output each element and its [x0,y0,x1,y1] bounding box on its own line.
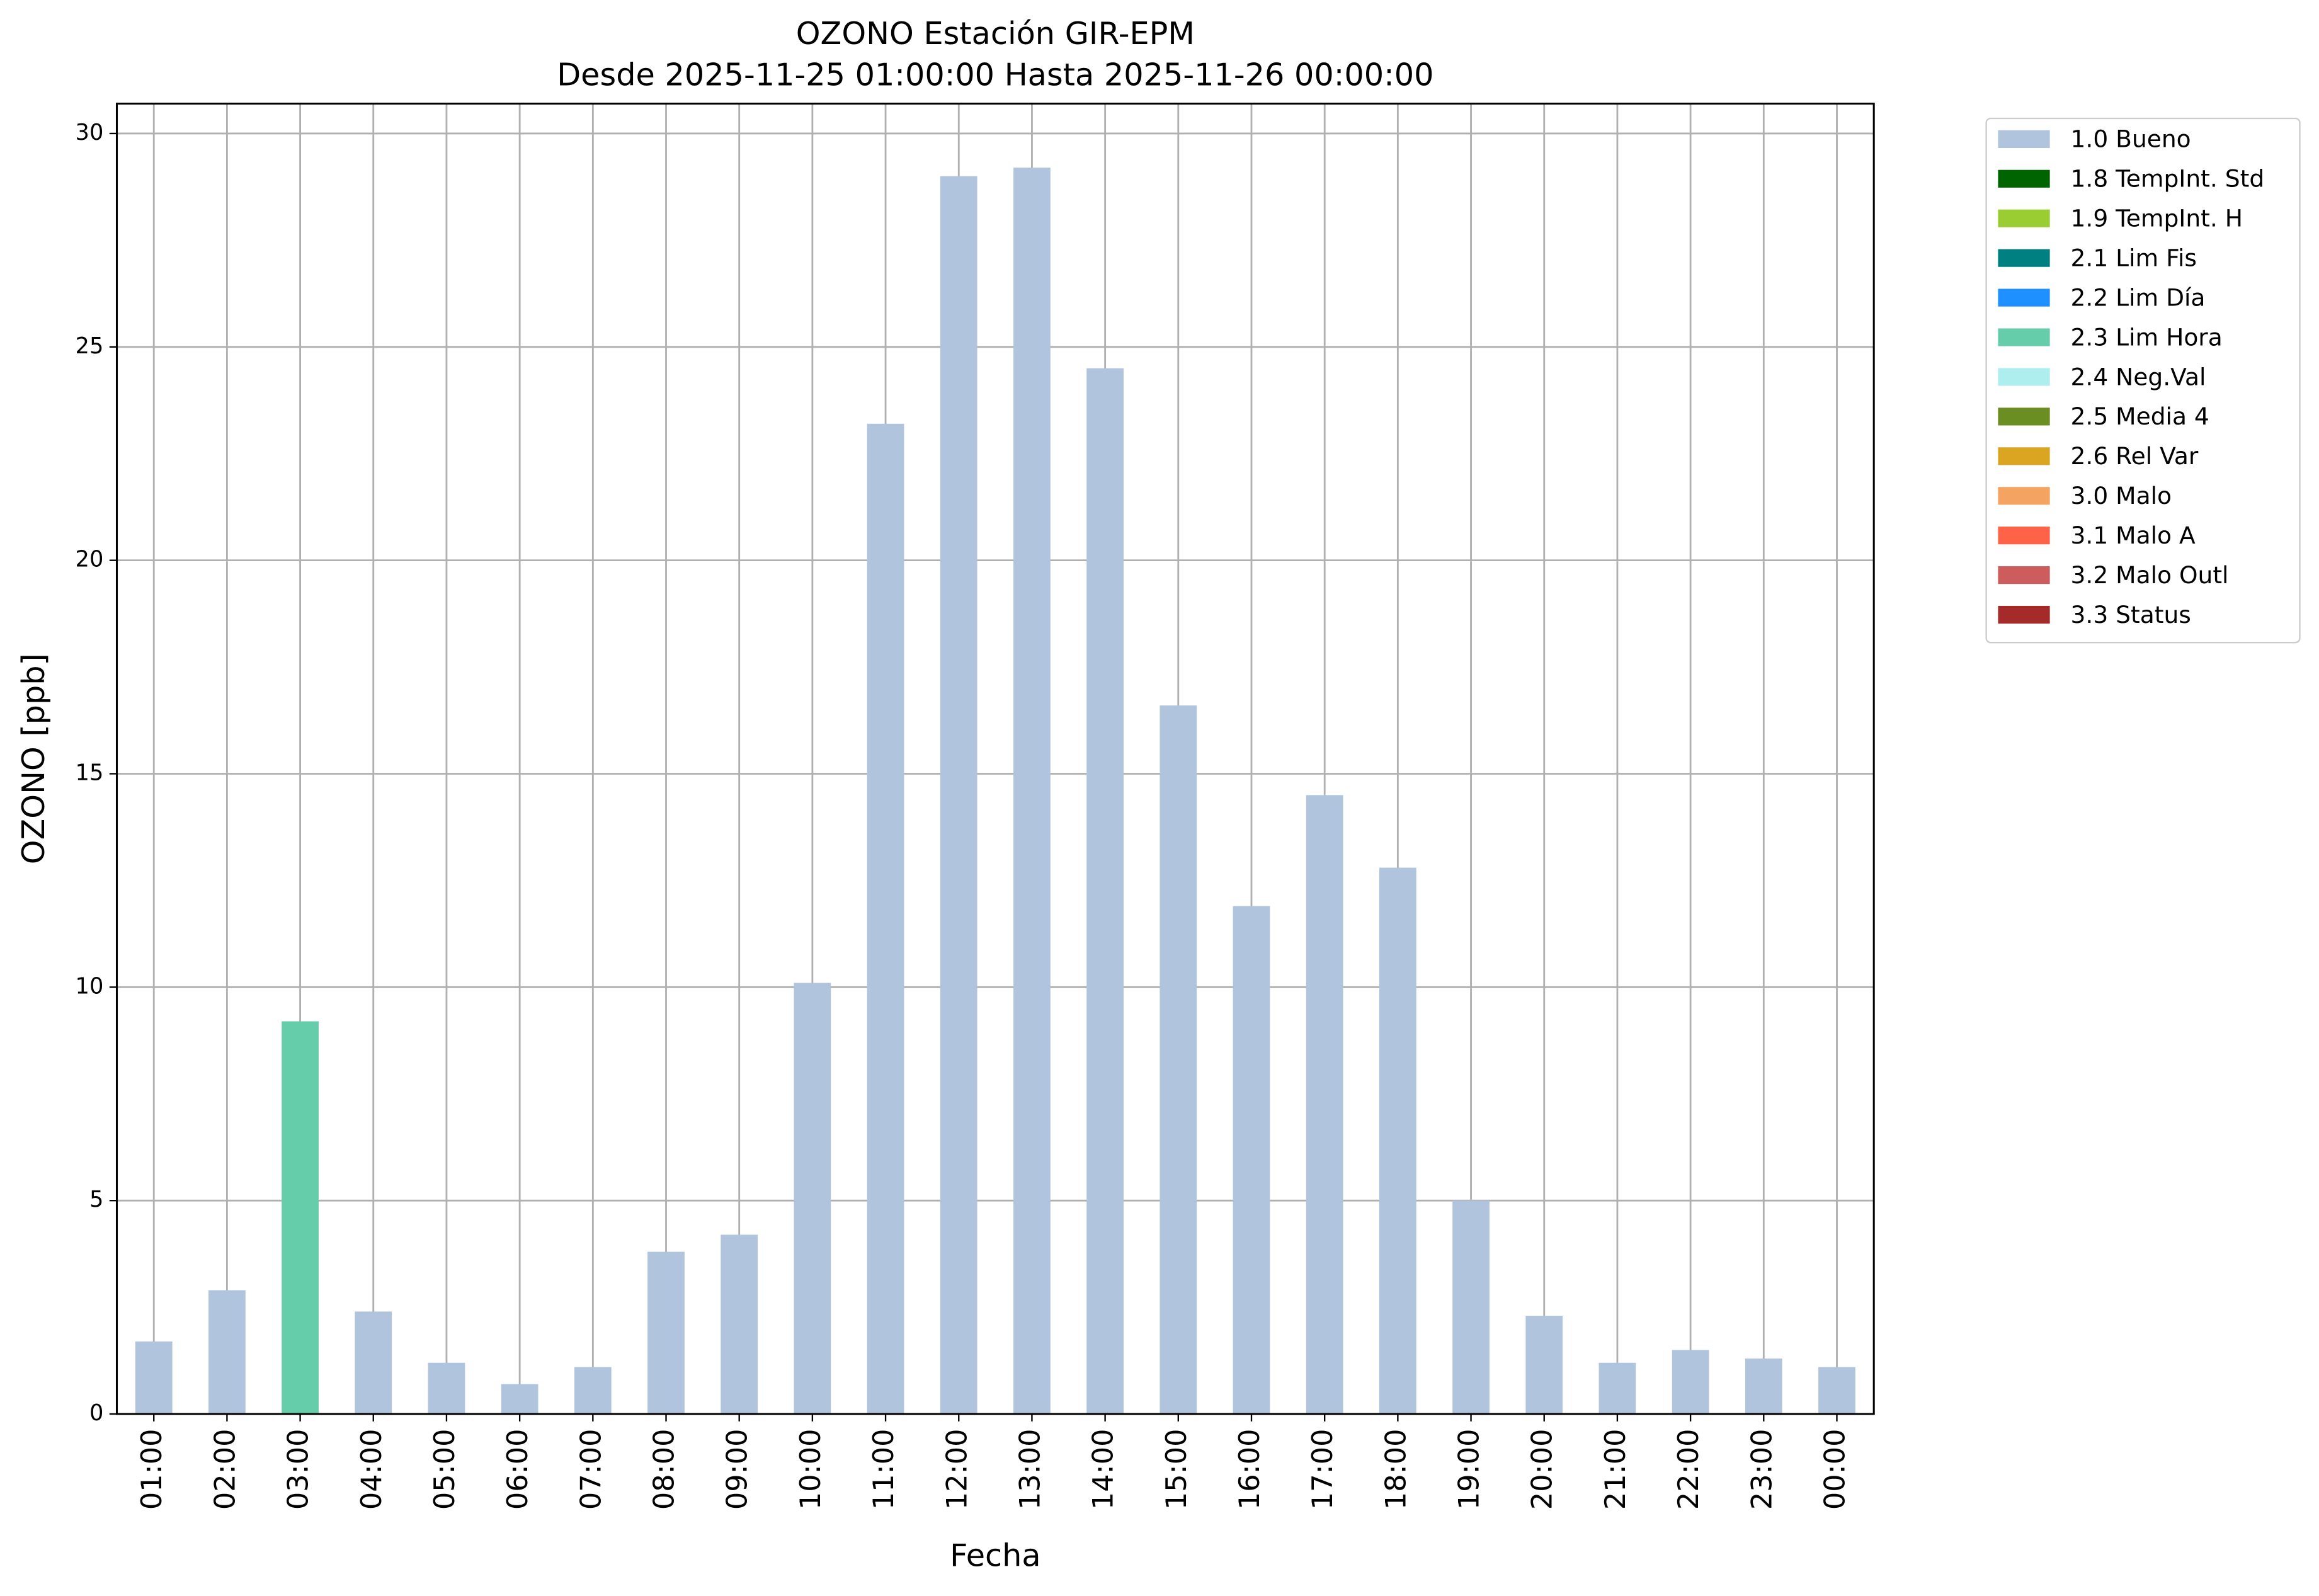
bar [1745,1358,1782,1415]
bar [282,1021,319,1415]
x-tick-label: 11:00 [867,1429,900,1510]
bar [135,1341,173,1415]
legend-swatch [1998,447,2050,465]
legend-label: 2.4 Neg.Val [2071,363,2206,390]
legend-label: 3.1 Malo A [2071,522,2196,549]
x-tick-label: 16:00 [1233,1429,1266,1510]
x-tick-label: 08:00 [648,1429,681,1510]
bar [721,1234,758,1415]
y-tick-label: 15 [76,760,104,785]
bar [428,1362,465,1415]
legend-swatch [1998,605,2050,624]
legend-label: 2.1 Lim Fis [2071,244,2197,272]
x-tick-label: 22:00 [1672,1429,1705,1510]
x-tick-label: 18:00 [1379,1429,1412,1510]
y-tick-label: 5 [89,1187,103,1212]
bar [208,1290,246,1415]
legend-label: 1.9 TempInt. H [2071,205,2243,232]
legend-label: 3.2 Malo Outl [2071,561,2229,589]
legend-label: 3.3 Status [2071,601,2191,629]
legend-label: 2.5 Media 4 [2071,402,2209,430]
y-axis-label: OZONO [ppb] [15,653,52,864]
bar [1160,705,1197,1415]
bar [940,176,977,1415]
bar [867,423,904,1415]
x-tick-label: 10:00 [794,1429,827,1510]
bar [1452,1200,1490,1415]
x-tick-label: 07:00 [574,1429,607,1510]
legend-swatch [1998,288,2050,307]
bar [1013,168,1051,1415]
x-tick-label: 03:00 [282,1429,315,1510]
legend-swatch [1998,368,2050,386]
legend-label: 1.0 Bueno [2071,125,2191,153]
bar [1379,867,1416,1415]
bar [574,1367,612,1415]
legend-label: 2.6 Rel Var [2071,442,2199,470]
bar [1672,1350,1709,1415]
x-axis-label: Fecha [950,1537,1041,1573]
x-tick-label: 15:00 [1160,1429,1193,1510]
x-tick-label: 17:00 [1306,1429,1339,1510]
legend-swatch [1998,249,2050,267]
plot-frame [115,102,1875,1415]
x-tick-label: 06:00 [501,1429,534,1510]
bar [794,983,831,1415]
x-tick-label: 23:00 [1745,1429,1778,1510]
x-tick-label: 20:00 [1526,1429,1559,1510]
legend-label: 3.0 Malo [2071,482,2172,510]
x-tick-label: 12:00 [940,1429,973,1510]
x-tick-label: 01:00 [135,1429,168,1510]
bar [501,1384,538,1415]
legend-swatch [1998,328,2050,346]
y-tick-label: 10 [76,973,104,999]
bar [1525,1316,1563,1415]
chart-title: OZONO Estación GIR-EPM [796,15,1195,52]
y-tick-label: 20 [76,547,104,573]
y-tick-label: 25 [76,333,104,359]
legend-swatch [1998,169,2050,188]
x-tick-label: 00:00 [1818,1429,1851,1510]
x-tick-label: 02:00 [208,1429,241,1510]
y-tick-label: 0 [89,1400,103,1426]
bar [1306,795,1343,1415]
legend-swatch [1998,487,2050,505]
bar [1086,368,1124,1415]
legend-label: 1.8 TempInt. Std [2071,165,2265,193]
bar [1818,1367,1855,1415]
legend-swatch [1998,566,2050,584]
x-tick-label: 05:00 [428,1429,461,1510]
bar [1233,906,1270,1415]
legend-label: 2.3 Lim Hora [2071,323,2223,351]
chart-subtitle: Desde 2025-11-25 01:00:00 Hasta 2025-11-… [557,57,1433,93]
y-tick-label: 30 [76,120,104,145]
legend-swatch [1998,130,2050,148]
legend-swatch [1998,527,2050,545]
x-tick-label: 13:00 [1013,1429,1046,1510]
x-tick-label: 19:00 [1453,1429,1486,1510]
legend-label: 2.2 Lim Día [2071,283,2206,311]
x-tick-label: 04:00 [355,1429,388,1510]
x-tick-label: 21:00 [1599,1429,1632,1510]
x-tick-label: 09:00 [721,1429,754,1510]
legend-box [1985,117,2301,644]
legend-swatch [1998,408,2050,426]
bar [647,1251,685,1415]
x-tick-label: 14:00 [1087,1429,1120,1510]
bar [1598,1362,1636,1415]
bar [355,1311,392,1415]
legend-swatch [1998,209,2050,227]
